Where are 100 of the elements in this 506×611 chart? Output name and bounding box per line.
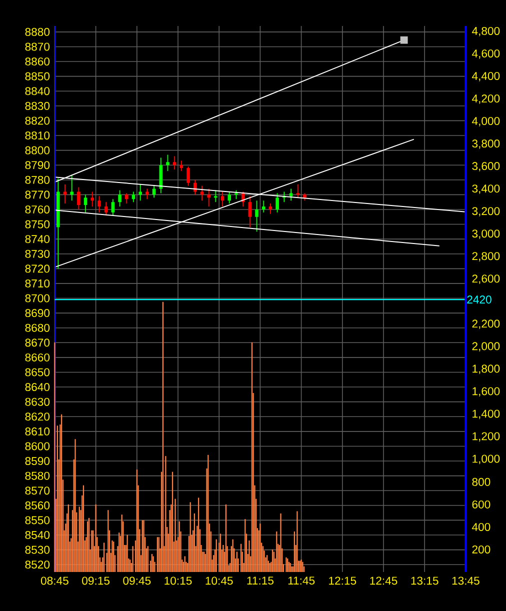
candlestick: [84, 194, 88, 213]
x-tick-label: 13:15: [411, 576, 438, 585]
y-tick-label: 8850: [25, 72, 50, 80]
y2-tick-label: 2,000: [472, 342, 500, 352]
candlestick: [255, 200, 258, 232]
y2-tick-label: 1,800: [472, 364, 500, 374]
candlestick: [90, 191, 94, 207]
y-tick-label: 8590: [25, 457, 50, 466]
y2-tick-label: 3,000: [472, 230, 500, 239]
candlestick: [138, 184, 142, 202]
y2-tick-label: 4,200: [472, 94, 500, 104]
y-tick-label: 8770: [25, 190, 50, 199]
y-tick-label: 8730: [25, 250, 50, 258]
candlestick: [77, 186, 80, 210]
x-tick-label: 12:15: [329, 576, 356, 585]
ref-line-label: 2420: [467, 296, 492, 304]
y-tick-label: 8760: [25, 205, 50, 214]
y-tick-label: 8610: [25, 427, 50, 436]
y-tick-label: 8520: [25, 560, 50, 569]
y-tick-label: 8780: [25, 176, 50, 184]
y-tick-label: 8530: [25, 546, 50, 554]
y2-tick-label: 2,200: [472, 320, 500, 329]
candlestick: [248, 196, 252, 228]
y-tick-label: 8820: [25, 116, 50, 125]
candlestick: [262, 200, 266, 213]
candlestick: [172, 156, 176, 170]
candlestick: [214, 190, 218, 203]
x-tick-label: 09:45: [123, 576, 151, 585]
x-tick-label: 08:45: [40, 576, 68, 585]
candlestick: [207, 188, 210, 207]
y2-tick-label: 2,800: [472, 252, 500, 262]
candlestick: [159, 157, 163, 194]
candlestick: [268, 203, 272, 214]
candlestick: [180, 160, 184, 172]
y2-tick-label: 1,200: [472, 432, 500, 442]
candlestick: [276, 192, 279, 213]
candlestick: [228, 191, 232, 204]
x-tick-label: 10:15: [164, 576, 192, 585]
candlestick: [186, 166, 190, 186]
candlestick: [296, 184, 300, 198]
candlestick: [63, 184, 67, 204]
candlestick: [193, 179, 197, 196]
y-tick-label: 8540: [25, 531, 50, 540]
candlestick: [220, 191, 224, 207]
y-tick-label: 8670: [25, 338, 50, 347]
candlestick: [166, 154, 170, 172]
y2-tick-label: 200: [472, 545, 490, 554]
y-tick-label: 8570: [25, 486, 50, 495]
candlestick: [111, 198, 115, 216]
candlestick: [132, 191, 136, 203]
y2-tick-label: 1,600: [472, 387, 500, 397]
y-tick-label: 8740: [25, 235, 50, 244]
y2-tick-label: 3,800: [472, 140, 500, 149]
y-tick-label: 8880: [25, 28, 50, 36]
candlestick: [70, 174, 74, 202]
y2-tick-label: 3,400: [472, 184, 500, 194]
candlestick: [146, 188, 149, 200]
y2-tick-label: 4,000: [472, 117, 500, 126]
y-tick-label: 8720: [25, 264, 50, 273]
y2-tick-label: 1,400: [472, 410, 500, 420]
y-tick-label: 8650: [25, 368, 50, 376]
y2-tick-label: 3,600: [472, 162, 500, 172]
y-tick-label: 8660: [25, 353, 50, 362]
x-tick-label: 11:15: [247, 576, 274, 585]
y-tick-label: 8860: [25, 58, 50, 66]
candlestick: [118, 190, 122, 207]
y-tick-label: 8840: [25, 87, 50, 96]
y2-tick-label: 4,400: [472, 72, 500, 82]
y-tick-label: 8640: [25, 383, 50, 392]
y2-tick-label: 600: [472, 500, 490, 508]
y2-tick-label: 3,200: [472, 207, 500, 216]
y2-tick-label: 2,600: [472, 274, 500, 284]
y-tick-label: 8710: [25, 279, 50, 288]
x-tick-label: 10:45: [206, 576, 233, 585]
candlestick: [104, 202, 108, 216]
y2-tick-label: 400: [472, 522, 490, 531]
y-tick-label: 8830: [25, 102, 50, 110]
y2-tick-label: 4,600: [472, 49, 500, 59]
y-tick-label: 8630: [25, 398, 50, 406]
candlestick: [98, 196, 101, 213]
y-tick-label: 8690: [25, 309, 50, 318]
candlestick: [289, 188, 293, 202]
y-tick-label: 8700: [25, 294, 50, 302]
y2-tick-label: 4,800: [472, 26, 500, 36]
y-tick-label: 8790: [25, 161, 50, 170]
y-tick-label: 8580: [25, 472, 50, 480]
candlestick: [124, 192, 128, 204]
y-tick-label: 8550: [25, 516, 50, 524]
x-tick-label: 09:15: [82, 576, 110, 585]
y-tick-label: 8800: [25, 146, 50, 154]
x-tick-label: 12:45: [370, 576, 398, 585]
y-tick-label: 8870: [25, 42, 50, 51]
y-tick-label: 8810: [25, 131, 50, 140]
y-tick-label: 8680: [25, 324, 50, 332]
x-tick-label: 11:45: [288, 576, 315, 585]
y2-tick-label: 1,000: [472, 454, 500, 464]
y-tick-label: 8600: [25, 442, 50, 450]
x-tick-label: 13:45: [452, 576, 480, 585]
candlestick: [200, 185, 204, 202]
y-tick-label: 8750: [25, 220, 50, 228]
